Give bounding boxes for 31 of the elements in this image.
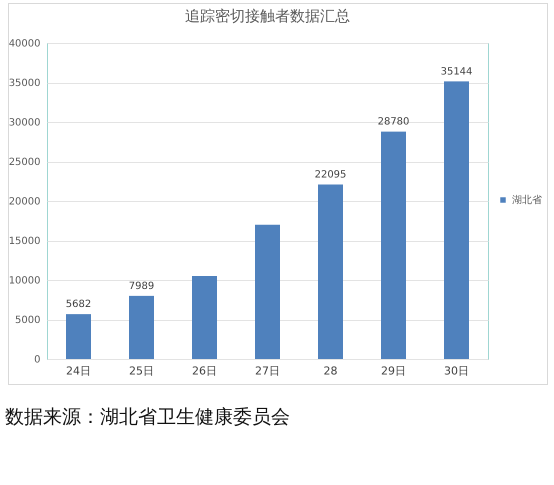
- bar: [381, 132, 406, 359]
- bar: [66, 314, 91, 359]
- x-tick-label: 28: [324, 364, 338, 378]
- x-tick-label: 25日: [129, 364, 154, 378]
- data-label: 22095: [314, 169, 346, 180]
- legend-label: 湖北省: [512, 194, 542, 206]
- y-tick-label: 35000: [8, 78, 40, 89]
- y-tick-label: 30000: [8, 118, 40, 128]
- y-tick-label: 0: [34, 354, 40, 366]
- data-label: 5682: [66, 299, 92, 310]
- y-tick-label: 5000: [15, 315, 40, 326]
- bar: [444, 81, 469, 359]
- y-tick-label: 25000: [8, 157, 40, 168]
- x-tick-label: 27日: [255, 364, 280, 378]
- bar: [255, 224, 280, 359]
- data-label: 35144: [440, 66, 472, 78]
- y-tick-label: 10000: [8, 276, 40, 286]
- x-tick-label: 24日: [66, 364, 91, 378]
- bar: [192, 276, 217, 359]
- x-tick-label: 29日: [381, 364, 406, 378]
- y-tick-label: 15000: [8, 236, 40, 247]
- bar: [129, 296, 154, 359]
- x-tick-label: 30日: [444, 364, 469, 378]
- source-note: 数据来源：湖北省卫生健康委员会: [5, 405, 290, 430]
- x-tick-label: 26日: [192, 364, 217, 378]
- data-label: 7989: [128, 280, 154, 292]
- chart-title: 追踪密切接触者数据汇总: [185, 7, 350, 25]
- bar: [318, 184, 343, 359]
- y-tick-label: 20000: [8, 196, 40, 208]
- data-label: 28780: [378, 116, 410, 128]
- y-tick-label: 40000: [8, 38, 40, 50]
